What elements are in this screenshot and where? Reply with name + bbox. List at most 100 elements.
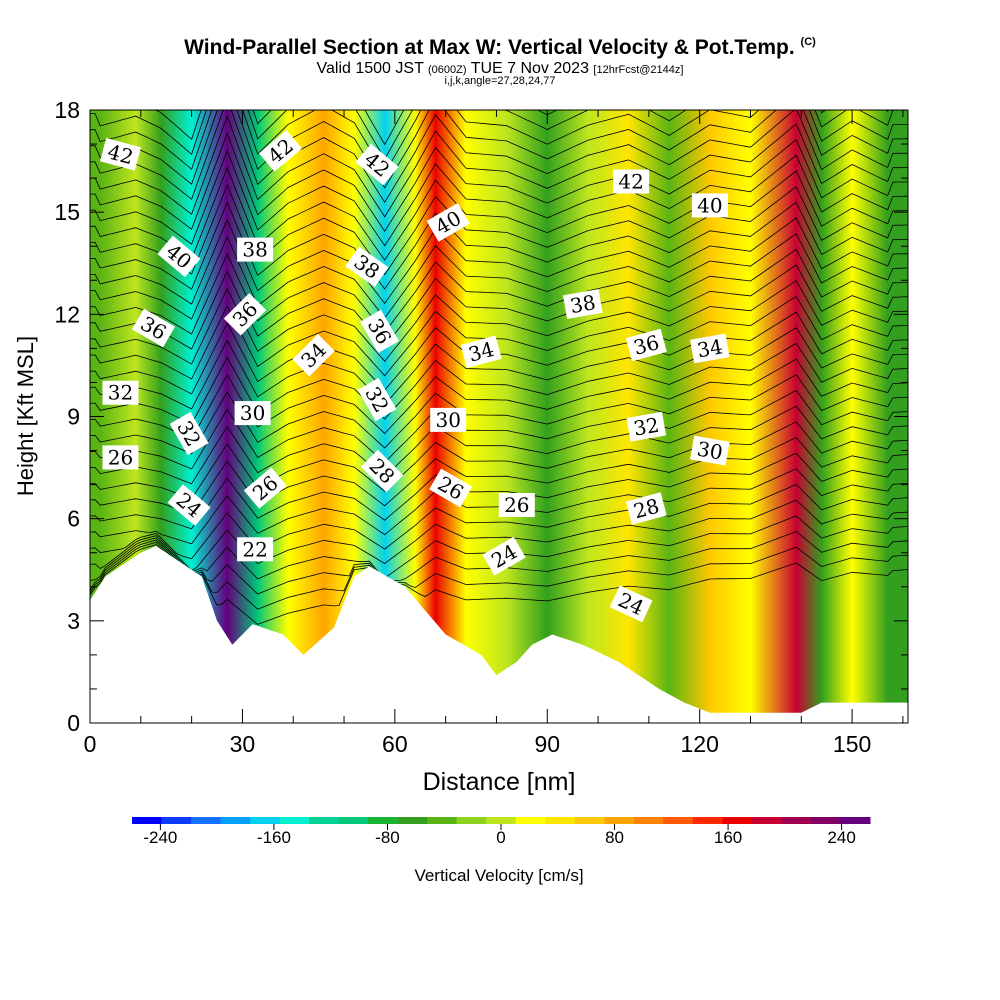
isentrope-line	[90, 233, 908, 320]
isentrope-line	[90, 166, 908, 261]
colorbar-cell	[397, 817, 428, 824]
isentrope-label: 22	[237, 537, 274, 562]
colorbar-cell	[633, 817, 664, 824]
isentrope-line	[90, 264, 908, 350]
x-axis: 0 30 60 90 120 150	[84, 110, 904, 757]
colorbar-cell	[663, 817, 694, 824]
isentrope-line	[90, 374, 908, 455]
isentrope-line	[90, 115, 908, 218]
x-tick-label: 60	[382, 731, 408, 757]
colorbar-tick-label: 240	[827, 828, 855, 847]
vertical-velocity-field	[90, 110, 908, 723]
copyright-mark: (C)	[800, 36, 816, 48]
colorbar-cell	[486, 817, 517, 824]
isentrope-line	[90, 295, 908, 380]
colorbar-cell	[279, 817, 310, 824]
isentrope-line	[90, 484, 908, 560]
colorbar-cell	[427, 817, 458, 824]
colorbar-tick-label: -160	[257, 828, 291, 847]
colorbar-tick-label: -80	[375, 828, 400, 847]
isentrope-line	[90, 201, 908, 290]
isentrope-line	[90, 358, 908, 440]
colorbar-cell	[574, 817, 605, 824]
isentrope-label: 32	[626, 411, 667, 442]
colorbar-cell	[692, 817, 723, 824]
isentrope-label-text: 30	[240, 401, 265, 425]
isentrope-label-text: 42	[618, 170, 643, 194]
isentrope-line	[90, 421, 908, 500]
y-tick-label: 15	[54, 199, 80, 225]
terrain	[90, 545, 908, 723]
y-tick-label: 6	[67, 506, 80, 532]
colorbar-cell	[604, 817, 635, 824]
isentrope-label-text: 26	[504, 493, 529, 517]
isentrope-label: 34	[460, 335, 502, 369]
grid-index-line: i,j,k,angle=27,28,24,77	[444, 75, 556, 87]
forecast-info: [12hrFcst@2144z]	[593, 64, 684, 76]
colorbar-cell	[250, 817, 281, 824]
isentrope-line	[90, 437, 908, 515]
colorbar-cell	[515, 817, 546, 824]
isentrope-line	[90, 110, 908, 189]
isentrope-line	[90, 327, 908, 410]
isentrope-line	[90, 132, 908, 232]
isentrope-line	[90, 389, 908, 470]
isentrope-line	[90, 452, 908, 530]
isentrope-label: 38	[562, 289, 603, 320]
colorbar-tick-label: 80	[605, 828, 624, 847]
chart-title-main: Wind-Parallel Section at Max W: Vertical…	[184, 36, 795, 59]
x-tick-label: 30	[230, 731, 256, 757]
colorbar-tick-label: 0	[496, 828, 505, 847]
x-tick-label: 120	[681, 731, 719, 757]
colorbar-tick-label: 160	[714, 828, 742, 847]
y-tick-label: 9	[67, 404, 80, 430]
isentrope-line	[90, 405, 908, 485]
isentrope-label-text: 32	[108, 381, 133, 405]
isentrope-label: 30	[690, 435, 730, 466]
isentrope-label: 26	[498, 493, 535, 517]
valid-time-line: Valid 1500 JST (0600Z) TUE 7 Nov 2023 [1…	[0, 60, 1000, 78]
isentrope-line	[90, 541, 908, 610]
y-axis: 0 3 6 9 12 15 18	[54, 97, 908, 736]
valid-time-date: TUE 7 Nov 2023	[470, 60, 589, 77]
isentrope-label-text: 34	[695, 334, 724, 362]
y-tick-label: 18	[54, 97, 80, 123]
axes: 0 30 60 90 120 150 0 3 6 9 12 15 18 Distance [nm] H…	[13, 97, 909, 796]
isentrope-label: 42	[613, 169, 650, 194]
colorbar-label: Vertical Velocity [cm/s]	[414, 866, 583, 885]
isentrope-label: 38	[237, 237, 274, 262]
colorbar-cell	[840, 817, 871, 824]
colorbar: -240 -160 -80 0 80 160 240 Vertical Velocity […	[132, 817, 871, 885]
x-tick-label: 0	[84, 731, 97, 757]
isentrope-line	[90, 110, 908, 204]
chart-title: Wind-Parallel Section at Max W: Vertical…	[0, 36, 1000, 60]
y-axis-label: Height [Kft MSL]	[13, 336, 38, 496]
isentrope-label: 40	[691, 193, 728, 218]
colorbar-cell	[309, 817, 340, 824]
isentrope-line	[90, 248, 908, 335]
colorbar-cell	[338, 817, 369, 824]
isentrope-label: 34	[690, 333, 730, 364]
colorbar-cell	[132, 817, 163, 824]
isentrope-line	[90, 280, 908, 365]
colorbar-cell	[220, 817, 251, 824]
colorbar-tick-label: -240	[143, 828, 177, 847]
x-tick-label: 150	[833, 731, 871, 757]
isentrope-label-text: 38	[242, 238, 267, 262]
y-tick-label: 0	[67, 710, 80, 736]
isentrope-label-text: 22	[242, 537, 267, 561]
isentrope-line	[90, 217, 908, 305]
isentrope-label-text: 30	[435, 408, 460, 432]
colorbar-cell	[456, 817, 487, 824]
isentrope-label: 30	[430, 407, 467, 432]
isentropes	[90, 110, 908, 625]
colorbar-cell	[368, 817, 399, 824]
isentrope-label-text: 40	[697, 193, 722, 217]
colorbar-cell	[191, 817, 222, 824]
y-tick-label: 12	[54, 301, 80, 327]
isentrope-line	[90, 544, 908, 625]
colorbar-cell	[781, 817, 812, 824]
isentrope-label-text: 38	[568, 290, 597, 318]
